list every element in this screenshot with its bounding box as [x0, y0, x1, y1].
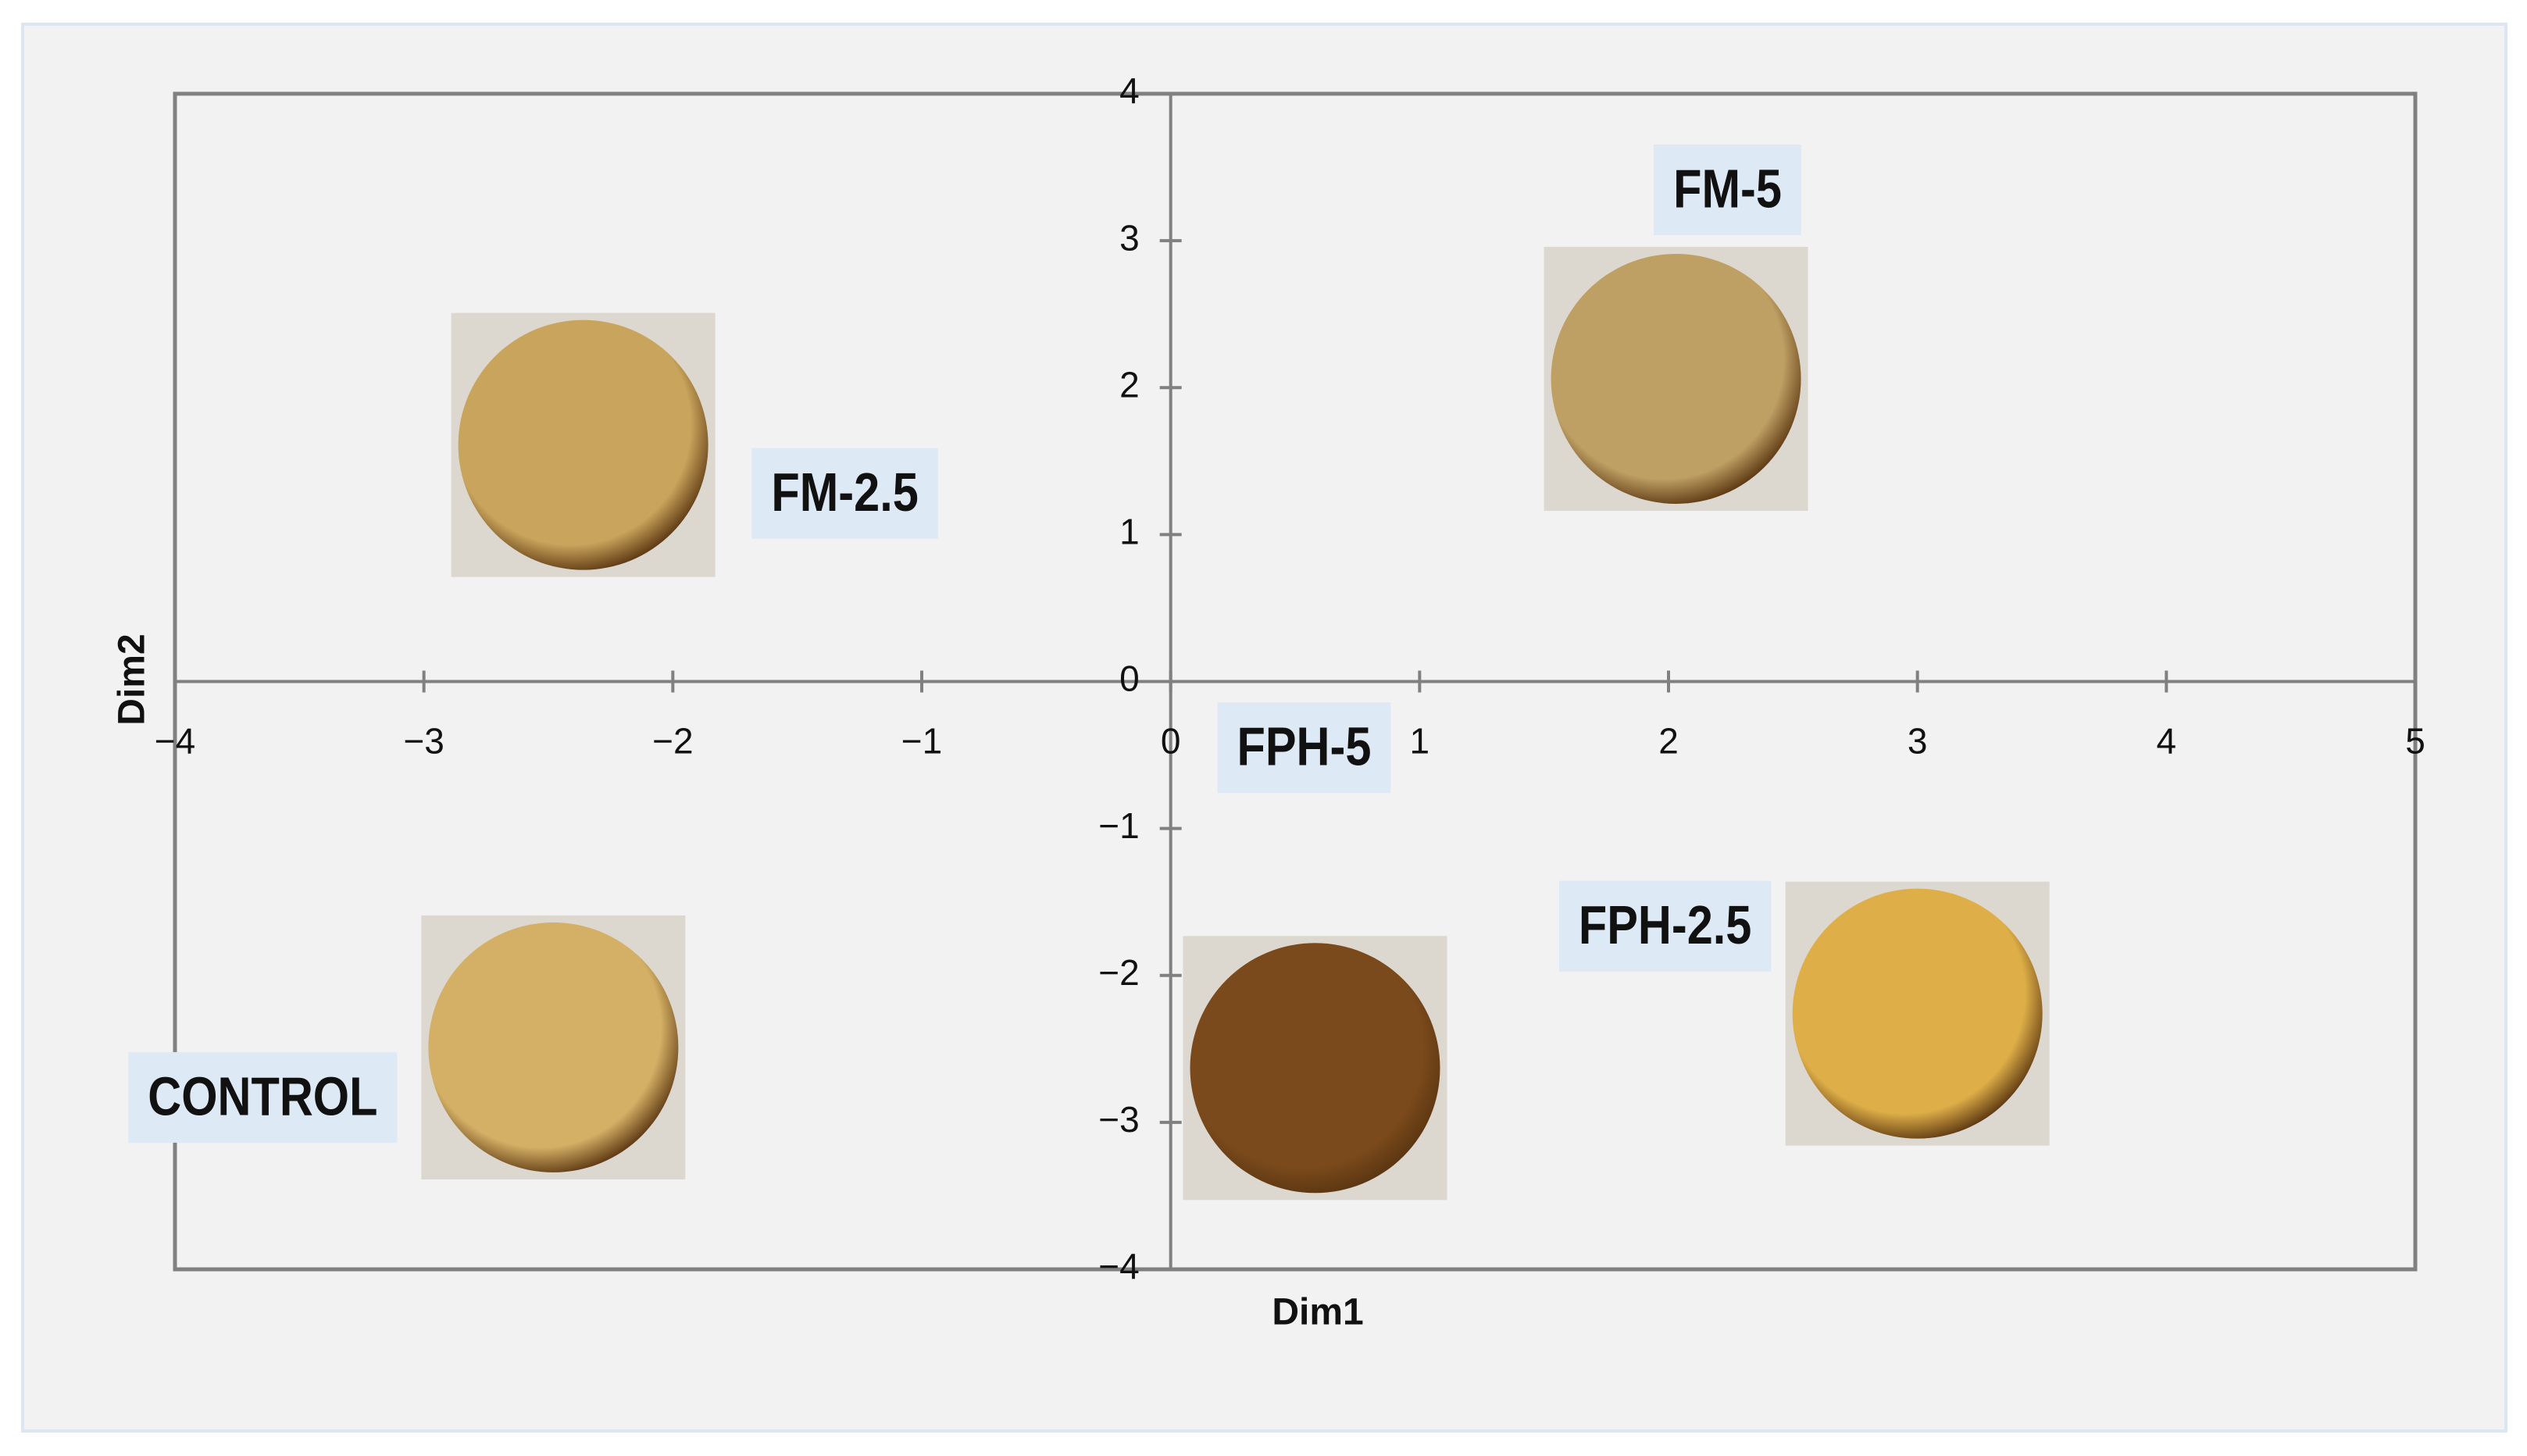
y-tick-label: −3 — [1098, 1099, 1139, 1140]
x-tick-label: 5 — [2405, 721, 2425, 762]
x-tick-label: 0 — [1161, 721, 1181, 762]
point-label: FPH-5 — [1237, 716, 1372, 777]
y-tick-label: −1 — [1098, 805, 1139, 846]
y-tick-label: 1 — [1119, 512, 1140, 552]
x-tick-label: 4 — [2157, 721, 2177, 762]
y-tick-label: 3 — [1119, 217, 1140, 258]
point-label-box — [1217, 702, 1391, 794]
y-axis-title: Dim2 — [112, 633, 153, 725]
point-label: FPH-2.5 — [1579, 894, 1752, 956]
point-label: CONTROL — [148, 1065, 377, 1127]
y-tick-label: −2 — [1098, 952, 1139, 993]
x-tick-label: −1 — [901, 721, 942, 762]
cookie-point — [1190, 943, 1440, 1194]
y-tick-label: 2 — [1119, 364, 1140, 405]
point-label-box — [1654, 144, 1801, 235]
point-label: FM-5 — [1673, 158, 1782, 219]
cookie-point — [428, 922, 679, 1172]
point-label-box — [128, 1051, 398, 1143]
point-label-box — [751, 448, 938, 539]
point-label: FM-2.5 — [771, 462, 918, 523]
x-tick-label: 2 — [1658, 721, 1679, 762]
x-tick-label: −2 — [652, 721, 693, 762]
y-tick-label: 4 — [1119, 70, 1140, 111]
point-label-box — [1558, 880, 1772, 972]
x-axis-title: Dim1 — [1272, 1292, 1363, 1333]
y-tick-label: 0 — [1119, 658, 1140, 699]
x-tick-label: 3 — [1908, 721, 1928, 762]
x-tick-label: −3 — [403, 721, 444, 762]
x-tick-label: 1 — [1410, 721, 1430, 762]
cookie-point — [458, 319, 708, 570]
cookie-point — [1551, 253, 1801, 504]
x-tick-label: −4 — [155, 721, 195, 762]
cookie-point — [1792, 888, 2043, 1139]
y-tick-label: −4 — [1098, 1246, 1139, 1286]
